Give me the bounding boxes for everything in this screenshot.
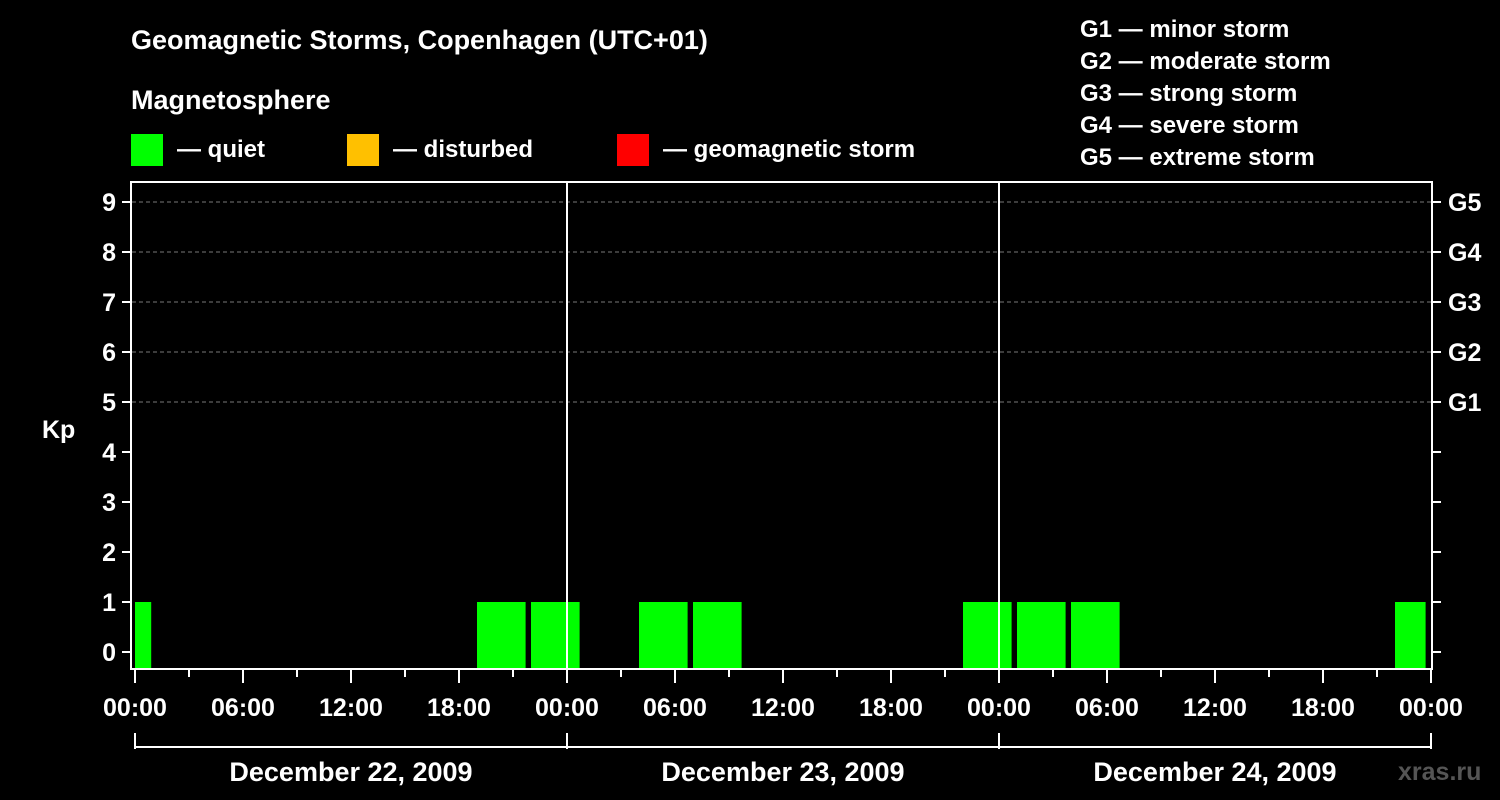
watermark: xras.ru: [1398, 758, 1481, 786]
x-tick-label: 12:00: [751, 694, 815, 722]
grid-lines: [132, 201, 1431, 403]
kp-bar: [531, 602, 580, 668]
right-ticks: G1 G2 G3 G4 G5: [1432, 189, 1481, 653]
kp-bars: [135, 602, 1426, 668]
y-tick-label: 2: [102, 539, 116, 567]
chart-title: Geomagnetic Storms, Copenhagen (UTC+01): [131, 25, 708, 55]
legend-swatch-storm: [617, 134, 649, 166]
plot-frame: [130, 181, 1433, 670]
right-tick-label: G1: [1448, 389, 1481, 417]
legend-label-quiet: — quiet: [177, 136, 265, 163]
x-tick-label: 18:00: [859, 694, 923, 722]
kp-bar: [963, 602, 1012, 668]
x-tick-label: 00:00: [103, 694, 167, 722]
x-ticks: 00:00 06:00 12:00 18:00 00:00 06:00 12:00 18:00…: [103, 669, 1463, 722]
legend-title: Magnetosphere: [131, 85, 331, 115]
legend-swatch-disturbed: [347, 134, 379, 166]
right-tick-label: G3: [1448, 289, 1481, 317]
storm-scale-g3: G3 — strong storm: [1080, 80, 1297, 107]
x-tick-label: 18:00: [1291, 694, 1355, 722]
legend-label-disturbed: — disturbed: [393, 136, 533, 163]
day-label: December 24, 2009: [1093, 757, 1336, 787]
x-tick-label: 06:00: [211, 694, 275, 722]
x-tick-label: 00:00: [1399, 694, 1463, 722]
kp-bar: [477, 602, 526, 668]
y-tick-label: 1: [102, 589, 116, 617]
y-tick-label: 5: [102, 389, 116, 417]
y-tick-label: 3: [102, 489, 116, 517]
storm-scale-g2: G2 — moderate storm: [1080, 48, 1331, 75]
day-label: December 22, 2009: [229, 757, 472, 787]
y-tick-label: 4: [102, 439, 116, 467]
x-tick-label: 06:00: [643, 694, 707, 722]
legend-label-storm: — geomagnetic storm: [663, 136, 915, 163]
kp-bar: [1017, 602, 1066, 668]
x-tick-label: 00:00: [535, 694, 599, 722]
kp-bar: [1071, 602, 1120, 668]
x-tick-label: 12:00: [1183, 694, 1247, 722]
x-tick-label: 12:00: [319, 694, 383, 722]
x-tick-label: 18:00: [427, 694, 491, 722]
storm-scale-g4: G4 — severe storm: [1080, 112, 1299, 139]
y-tick-label: 6: [102, 339, 116, 367]
kp-bar: [639, 602, 688, 668]
y-tick-label: 9: [102, 189, 116, 217]
y-tick-label: 7: [102, 289, 116, 317]
day-labels: December 22, 2009 December 23, 2009 Decemb…: [134, 733, 1432, 787]
y-axis-label: Kp: [42, 416, 75, 444]
kp-bar: [693, 602, 742, 668]
storm-scale-g5: G5 — extreme storm: [1080, 144, 1315, 171]
x-tick-label: 06:00: [1075, 694, 1139, 722]
y-ticks: 0 1 2 3 4 5 6 7 8 9: [102, 189, 131, 667]
right-tick-label: G2: [1448, 339, 1481, 367]
y-tick-label: 8: [102, 239, 116, 267]
legend-swatch-quiet: [131, 134, 163, 166]
day-separators: [566, 182, 1000, 669]
y-tick-label: 0: [102, 639, 116, 667]
right-tick-label: G5: [1448, 189, 1481, 217]
x-tick-label: 00:00: [967, 694, 1031, 722]
kp-bar: [135, 602, 152, 668]
kp-bar: [1395, 602, 1426, 668]
right-tick-label: G4: [1448, 239, 1481, 267]
storm-scale-g1: G1 — minor storm: [1080, 16, 1289, 43]
day-label: December 23, 2009: [661, 757, 904, 787]
